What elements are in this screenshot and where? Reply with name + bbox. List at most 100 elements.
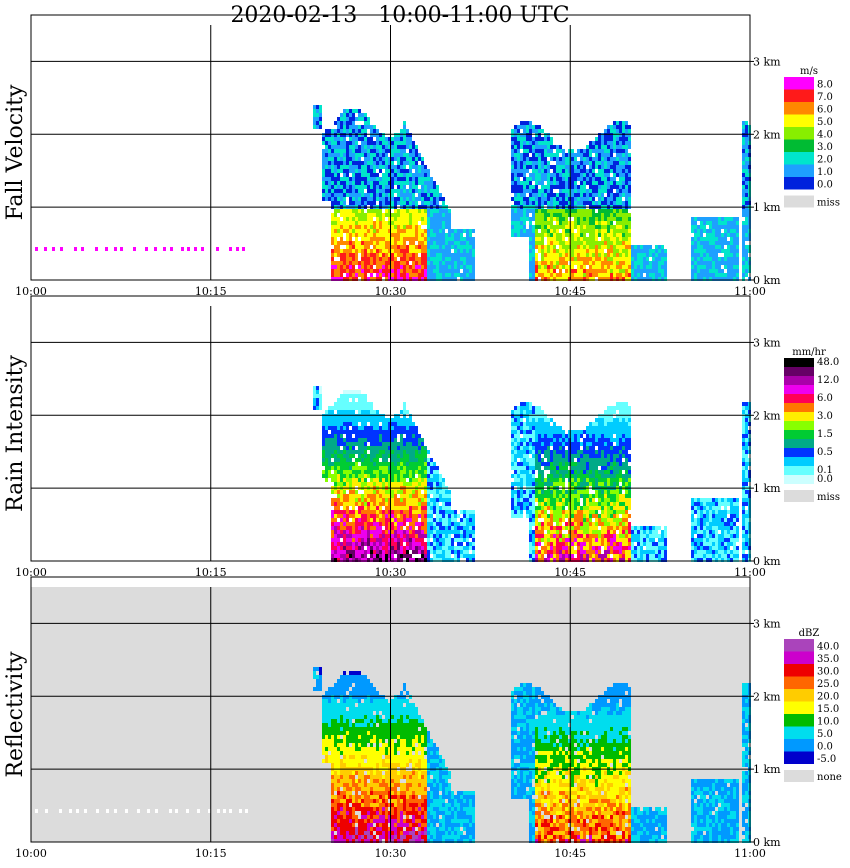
y-tick-label: 1 km (753, 763, 781, 776)
panel-rain-intensity: 0 km 1 km 2 km 3 km 10:00 10:15 10:30 10:45 11:0… (3, 295, 840, 579)
legend-label: 25.0 (817, 679, 839, 690)
legend-miss-label: miss (817, 492, 840, 503)
x-tick-label: 11:00 (734, 847, 766, 860)
x-tick-label: 10:45 (554, 847, 586, 860)
legend-swatch (784, 676, 814, 689)
y-tick-label: 0 km (753, 555, 781, 568)
legend-swatch (784, 457, 814, 466)
y-tick-label: 1 km (753, 482, 781, 495)
legend-miss-swatch (784, 490, 814, 502)
legend-label: 5.0 (817, 729, 833, 740)
legend: m/s 8.07.0 6.05.0 4.03.0 2.01.0 0.0 miss (784, 66, 840, 209)
x-tick-label: 10:15 (195, 847, 227, 860)
y-axis-label: Reflectivity (3, 651, 28, 778)
legend-swatch (784, 439, 814, 448)
legend-unit: dBZ (799, 628, 820, 639)
legend-unit: m/s (800, 66, 818, 77)
y-tick-label: 1 km (753, 201, 781, 214)
legend-label: 10.0 (817, 717, 839, 728)
legend-miss-label: miss (817, 198, 840, 209)
legend-swatch (784, 466, 814, 475)
legend-swatch (784, 689, 814, 702)
legend-swatch (784, 394, 814, 403)
legend-swatch (784, 152, 814, 165)
legend-swatch (784, 739, 814, 752)
legend-swatch (784, 177, 814, 190)
legend-swatch (784, 127, 814, 140)
y-axis-label: Rain Intensity (3, 354, 28, 511)
x-tick-label: 10:15 (195, 566, 227, 579)
plot-frame (30, 14, 751, 281)
x-tick-label: 11:00 (734, 285, 766, 298)
legend-swatch (784, 714, 814, 727)
x-tick-label: 11:00 (734, 566, 766, 579)
legend-unit: mm/hr (792, 347, 826, 358)
legend-label: 0.0 (817, 474, 833, 485)
legend-label: -5.0 (817, 754, 836, 765)
legend-label: 0.0 (817, 180, 833, 191)
y-tick-label: 2 km (753, 128, 781, 141)
legend-label: 2.0 (817, 155, 833, 166)
plot-frame (30, 576, 751, 843)
legend-label: 15.0 (817, 704, 839, 715)
legend-swatch (784, 114, 814, 127)
legend-miss-swatch (784, 770, 814, 782)
legend-swatch (784, 726, 814, 739)
legend-label: 5.0 (817, 117, 833, 128)
y-tick-label: 3 km (753, 617, 781, 630)
legend-miss-label: none (817, 772, 842, 783)
legend-swatch (784, 430, 814, 439)
legend: dBZ 40.035.0 30.025.0 20.015.0 10.05.0 0.0-5.… (784, 628, 842, 783)
legend-swatch (784, 751, 814, 764)
x-tick-label: 10:15 (195, 285, 227, 298)
legend-label: 20.0 (817, 692, 839, 703)
legend-swatch (784, 77, 814, 90)
legend-swatch (784, 475, 814, 484)
x-tick-label: 10:00 (15, 285, 47, 298)
heatmap-field (35, 105, 751, 281)
legend-label: 0.1 (817, 465, 833, 476)
legend-label: 40.0 (817, 642, 839, 653)
legend-label: 1.5 (817, 429, 833, 440)
legend-label: 0.5 (817, 447, 833, 458)
legend-swatch (784, 701, 814, 714)
legend-miss-swatch (784, 195, 814, 208)
y-tick-label: 3 km (753, 55, 781, 68)
legend-swatch (784, 412, 814, 421)
legend-swatch (784, 164, 814, 177)
legend-swatch (784, 89, 814, 102)
legend-swatch (784, 651, 814, 664)
legend-label: 8.0 (817, 80, 833, 91)
heatmap-field (313, 386, 751, 562)
legend-swatch (784, 385, 814, 394)
x-tick-label: 10:30 (375, 285, 407, 298)
legend-label: 6.0 (817, 393, 833, 404)
y-tick-label: 3 km (753, 336, 781, 349)
legend-swatch (784, 376, 814, 385)
legend-swatch (784, 403, 814, 412)
legend-swatch (784, 139, 814, 152)
legend-label: 12.0 (817, 375, 839, 386)
legend-label: 35.0 (817, 654, 839, 665)
legend-label: 4.0 (817, 130, 833, 141)
legend-swatch (784, 102, 814, 115)
legend-swatch (784, 421, 814, 430)
legend-label: 1.0 (817, 167, 833, 178)
y-tick-label: 0 km (753, 836, 781, 849)
legend-swatch (784, 358, 814, 367)
y-tick-label: 2 km (753, 690, 781, 703)
legend-label: 30.0 (817, 667, 839, 678)
legend-swatch (784, 664, 814, 677)
legend-label: 0.0 (817, 742, 833, 753)
y-axis-label: Fall Velocity (3, 84, 28, 220)
plot-frame (30, 295, 751, 562)
x-tick-label: 10:45 (554, 285, 586, 298)
panel-fall-velocity: 0 km 1 km 2 km 3 km 10:00 10:15 10:30 10:45 11:0… (3, 14, 840, 298)
x-tick-label: 10:30 (375, 566, 407, 579)
legend-label: 3.0 (817, 411, 833, 422)
legend-label: 48.0 (817, 357, 839, 368)
x-tick-label: 10:30 (375, 847, 407, 860)
legend-label: 3.0 (817, 142, 833, 153)
